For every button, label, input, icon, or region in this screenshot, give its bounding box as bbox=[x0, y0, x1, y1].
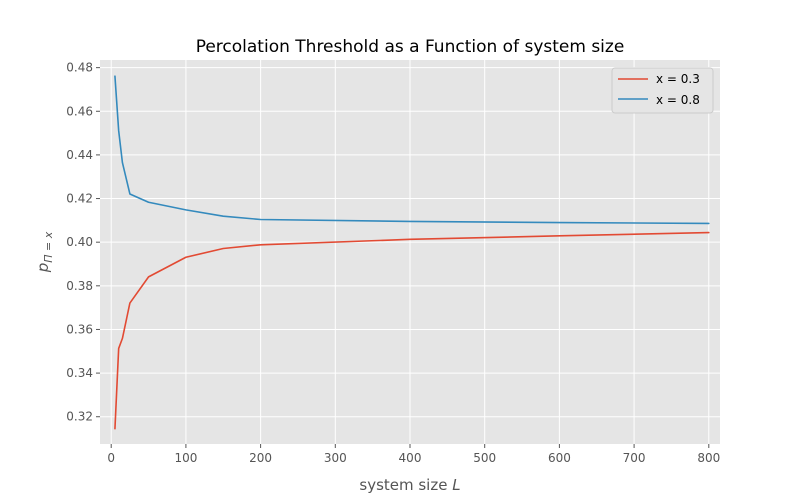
x-axis-label-variable: L bbox=[452, 476, 460, 494]
x-tick-label: 500 bbox=[473, 451, 496, 465]
y-tick-label: 0.36 bbox=[66, 322, 93, 336]
legend-label-x-0-8: x = 0.8 bbox=[656, 93, 700, 107]
grid bbox=[100, 60, 720, 444]
y-tick-label: 0.46 bbox=[66, 104, 93, 118]
y-tick-label: 0.38 bbox=[66, 279, 93, 293]
series-line-x-0-3 bbox=[114, 231, 710, 430]
series-line-x-0-8 bbox=[114, 75, 710, 225]
x-tick-label: 100 bbox=[174, 451, 197, 465]
y-axis-label-subscript: Π = x bbox=[42, 231, 55, 262]
y-tick-label: 0.42 bbox=[66, 192, 93, 206]
y-axis-label: pΠ = x bbox=[34, 231, 55, 273]
tick-labels: 0 100 200 300 400 500 600 700 800 0.32 0.34 0.36 0.3… bbox=[66, 61, 720, 465]
x-tick-label: 400 bbox=[399, 451, 422, 465]
x-tick-label: 800 bbox=[697, 451, 720, 465]
x-tick-label: 200 bbox=[249, 451, 272, 465]
y-tick-label: 0.40 bbox=[66, 235, 93, 249]
x-axis-label: system size L bbox=[359, 476, 460, 494]
y-tick-label: 0.48 bbox=[66, 61, 93, 75]
x-tick-label: 700 bbox=[623, 451, 646, 465]
x-tick-label: 600 bbox=[548, 451, 571, 465]
y-tick-label: 0.32 bbox=[66, 410, 93, 424]
y-tick-label: 0.44 bbox=[66, 148, 93, 162]
x-tick-label: 0 bbox=[107, 451, 115, 465]
legend-label-x-0-3: x = 0.3 bbox=[656, 72, 700, 86]
chart-title: Percolation Threshold as a Function of s… bbox=[196, 37, 625, 57]
legend: x = 0.3 x = 0.8 bbox=[611, 67, 714, 114]
y-tick-label: 0.34 bbox=[66, 366, 93, 380]
x-axis-label-text: system size bbox=[359, 476, 447, 494]
y-axis-label-symbol: p bbox=[34, 263, 52, 274]
series-layer bbox=[114, 75, 710, 430]
x-tick-label: 300 bbox=[324, 451, 347, 465]
